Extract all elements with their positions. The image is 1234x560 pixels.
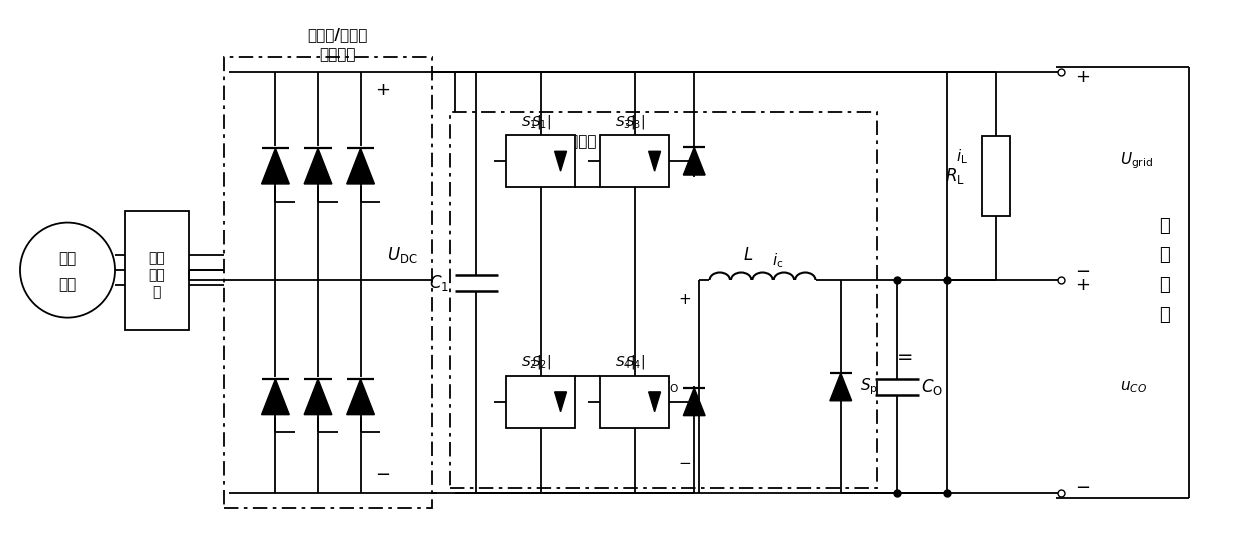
Text: +: + xyxy=(1075,68,1090,86)
Polygon shape xyxy=(347,148,374,184)
Polygon shape xyxy=(262,379,289,414)
Text: 流: 流 xyxy=(1159,246,1170,264)
Polygon shape xyxy=(684,388,705,416)
Text: 交流: 交流 xyxy=(148,251,165,265)
Polygon shape xyxy=(649,151,660,171)
Text: $R_{\rm L}$: $R_{\rm L}$ xyxy=(945,166,965,186)
Text: +: + xyxy=(375,81,390,99)
Text: +: + xyxy=(677,292,691,307)
Text: 断路: 断路 xyxy=(148,268,165,282)
Text: $S_1$|: $S_1$| xyxy=(521,113,540,130)
Text: −: − xyxy=(1075,263,1090,281)
Text: 器: 器 xyxy=(153,285,160,299)
Polygon shape xyxy=(304,148,332,184)
Text: $S_3$|: $S_3$| xyxy=(624,113,645,130)
Text: −: − xyxy=(677,456,691,470)
Text: 电: 电 xyxy=(1159,276,1170,294)
Text: $i_{\rm L}$: $i_{\rm L}$ xyxy=(955,147,967,166)
Polygon shape xyxy=(554,392,566,412)
Text: 电网: 电网 xyxy=(58,277,77,292)
Text: $u_{CO}$: $u_{CO}$ xyxy=(1120,379,1148,395)
Text: −: − xyxy=(375,466,390,484)
Bar xyxy=(982,137,1011,216)
Bar xyxy=(223,57,432,508)
Bar xyxy=(449,111,877,488)
Polygon shape xyxy=(304,379,332,414)
Bar xyxy=(506,136,575,187)
Bar xyxy=(506,376,575,427)
Polygon shape xyxy=(347,379,374,414)
Text: $u_{\rm O}$: $u_{\rm O}$ xyxy=(660,379,679,395)
Text: $i_{\rm c}$: $i_{\rm c}$ xyxy=(771,251,784,269)
Text: 二极管/晶闸管: 二极管/晶闸管 xyxy=(307,27,368,42)
Text: $L$: $L$ xyxy=(743,246,753,264)
Polygon shape xyxy=(830,373,851,401)
Bar xyxy=(600,376,670,427)
Text: 调压电路: 调压电路 xyxy=(560,134,596,149)
Text: +: + xyxy=(1075,276,1090,294)
Text: 交流: 交流 xyxy=(58,251,77,265)
Text: −: − xyxy=(1075,479,1090,497)
Text: $C_1$: $C_1$ xyxy=(428,273,449,293)
Text: 整流电路: 整流电路 xyxy=(320,47,357,62)
Text: 网: 网 xyxy=(1159,306,1170,324)
Text: 直: 直 xyxy=(1159,217,1170,235)
Text: $S_1$|: $S_1$| xyxy=(531,113,550,130)
Text: $S_4$|: $S_4$| xyxy=(624,353,645,371)
Polygon shape xyxy=(649,392,660,412)
Bar xyxy=(600,136,670,187)
Text: $S_4$|: $S_4$| xyxy=(615,353,636,371)
Polygon shape xyxy=(684,147,705,175)
Text: =: = xyxy=(897,348,913,367)
Text: $U_{\rm grid}$: $U_{\rm grid}$ xyxy=(1120,151,1153,171)
Polygon shape xyxy=(262,148,289,184)
Text: $U_{\rm DC}$: $U_{\rm DC}$ xyxy=(387,245,417,265)
Text: $S_{\rm p}$: $S_{\rm p}$ xyxy=(860,377,877,397)
Text: $S_2$|: $S_2$| xyxy=(521,353,540,371)
Polygon shape xyxy=(554,151,566,171)
Text: $C_{\rm O}$: $C_{\rm O}$ xyxy=(921,377,943,397)
Text: $S_2$|: $S_2$| xyxy=(531,353,550,371)
Bar xyxy=(125,211,189,329)
Text: $S_3$|: $S_3$| xyxy=(615,113,636,130)
